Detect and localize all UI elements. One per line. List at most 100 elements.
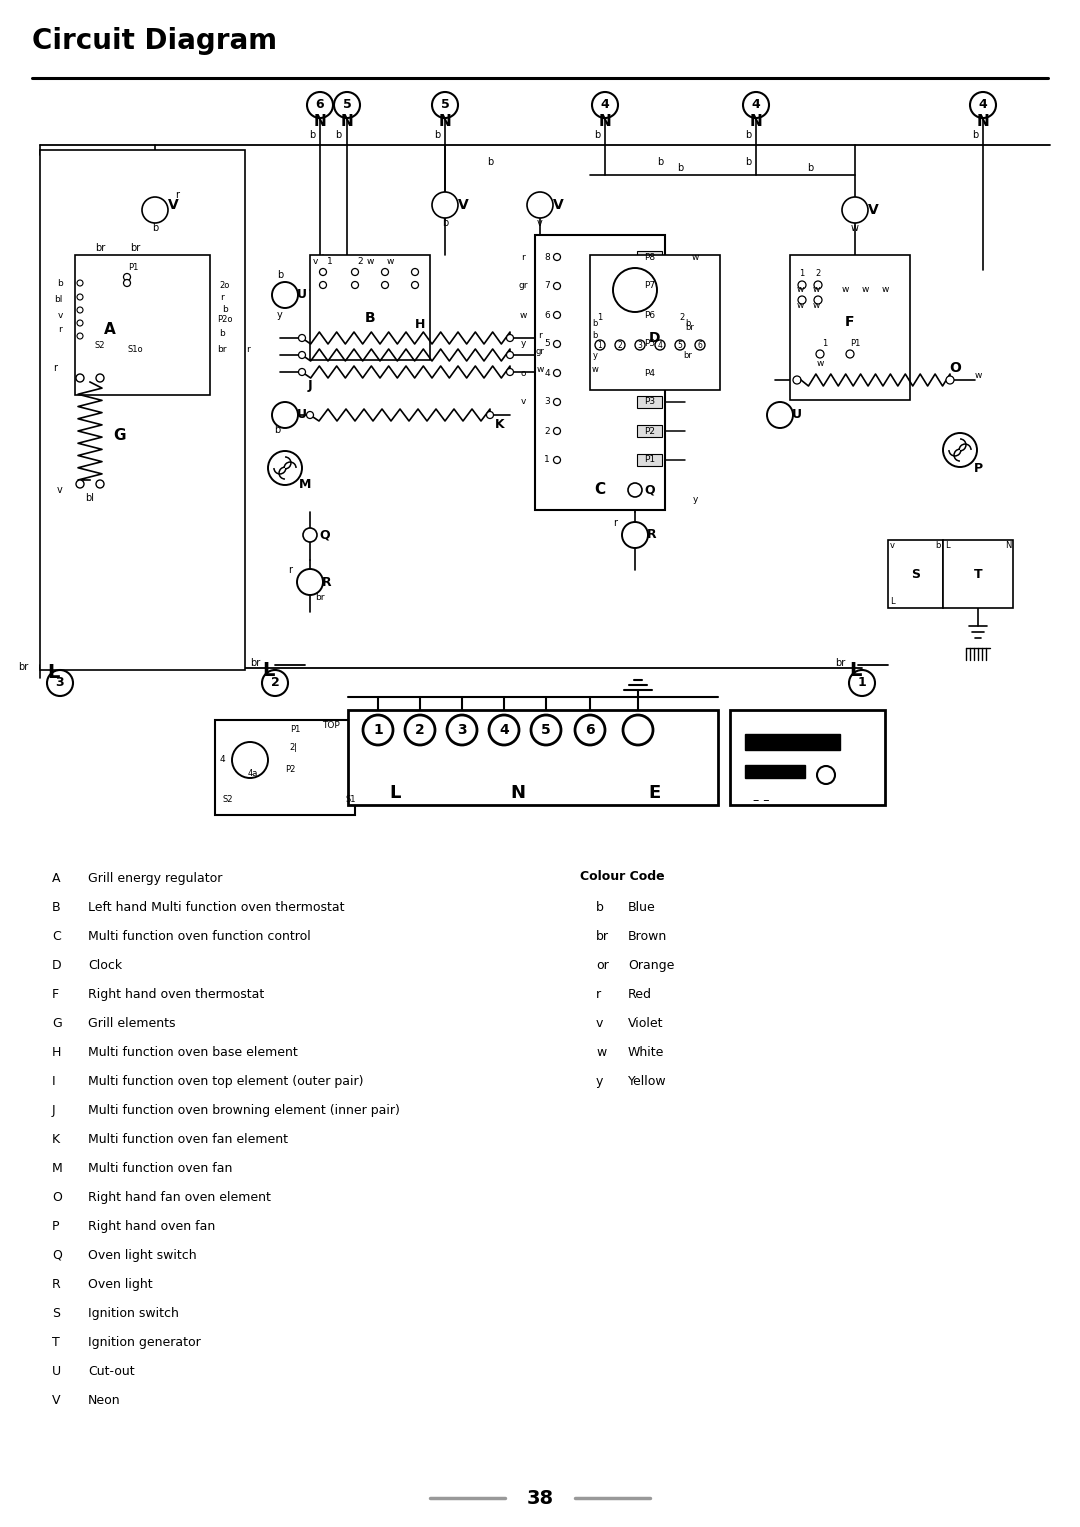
Text: N: N [976, 115, 989, 130]
Text: b: b [442, 218, 448, 228]
Text: v: v [890, 541, 895, 550]
Text: 4: 4 [752, 99, 760, 111]
Bar [745, 765, 805, 777]
Text: Q: Q [645, 484, 656, 496]
Text: A: A [104, 322, 116, 337]
Circle shape [447, 715, 477, 745]
Text: b: b [745, 130, 751, 140]
Text: P3: P3 [645, 397, 656, 406]
Text: Multi function oven fan: Multi function oven fan [87, 1162, 232, 1174]
Circle shape [77, 279, 83, 286]
Circle shape [489, 715, 519, 745]
Circle shape [846, 350, 854, 357]
Text: A: A [52, 872, 60, 886]
Text: Brown: Brown [627, 930, 667, 944]
Circle shape [623, 715, 653, 745]
Text: w: w [816, 359, 824, 368]
Bar [215, 721, 355, 815]
Text: T: T [974, 568, 983, 580]
Text: 4: 4 [978, 99, 987, 111]
Text: P7: P7 [645, 281, 656, 290]
Text: b: b [677, 163, 684, 173]
Text: Ignition switch: Ignition switch [87, 1307, 179, 1319]
Circle shape [297, 570, 323, 596]
Circle shape [595, 341, 605, 350]
Circle shape [793, 376, 801, 383]
Circle shape [743, 92, 769, 118]
Text: P8: P8 [645, 252, 656, 261]
Text: 4: 4 [600, 99, 609, 111]
Circle shape [575, 715, 605, 745]
Text: 2: 2 [679, 313, 685, 322]
Text: T: T [52, 1336, 59, 1348]
Text: r: r [538, 330, 542, 339]
Text: 4: 4 [219, 756, 225, 765]
Text: 6: 6 [315, 99, 324, 111]
Text: 3: 3 [637, 341, 643, 350]
Bar [348, 710, 718, 805]
Text: 2: 2 [415, 722, 424, 738]
Text: 2o: 2o [220, 281, 230, 290]
Text: br: br [17, 663, 28, 672]
Text: w: w [537, 365, 543, 374]
Circle shape [363, 715, 393, 745]
Text: E: E [648, 783, 660, 802]
Text: 2: 2 [815, 269, 821, 278]
Text: b: b [972, 130, 978, 140]
Text: y: y [593, 351, 597, 359]
Bar [637, 308, 662, 321]
Text: B: B [365, 310, 376, 325]
Circle shape [411, 281, 419, 289]
Bar [943, 541, 1013, 608]
Text: br: br [130, 243, 140, 253]
Circle shape [615, 341, 625, 350]
Text: L: L [46, 663, 59, 681]
Text: S2: S2 [95, 341, 105, 350]
Circle shape [554, 428, 561, 435]
Text: w: w [841, 286, 849, 295]
Text: C: C [594, 483, 606, 498]
Text: N: N [1004, 541, 1011, 550]
Circle shape [970, 92, 996, 118]
Text: M: M [52, 1162, 63, 1174]
Circle shape [507, 351, 513, 359]
Text: Cut-out: Cut-out [87, 1365, 135, 1377]
Text: P2: P2 [645, 426, 656, 435]
Text: R: R [322, 576, 332, 588]
Text: b: b [434, 130, 441, 140]
Text: H: H [52, 1046, 62, 1060]
Bar [40, 150, 245, 670]
Text: P1: P1 [289, 725, 300, 734]
Text: v: v [57, 310, 63, 319]
Bar [535, 235, 665, 510]
Circle shape [654, 341, 665, 350]
Text: 1: 1 [799, 269, 805, 278]
Text: P2: P2 [285, 765, 295, 774]
Circle shape [96, 479, 104, 489]
Text: b: b [335, 130, 341, 140]
Circle shape [307, 92, 333, 118]
Circle shape [554, 253, 561, 261]
Text: gr: gr [518, 281, 528, 290]
Text: 4a: 4a [247, 768, 258, 777]
Text: Right hand oven thermostat: Right hand oven thermostat [87, 988, 265, 1002]
Text: V: V [553, 199, 564, 212]
Circle shape [48, 670, 73, 696]
Text: w: w [881, 286, 889, 295]
Text: Clock: Clock [87, 959, 122, 973]
Text: P5: P5 [645, 339, 656, 348]
Text: White: White [627, 1046, 664, 1060]
Text: 1: 1 [544, 455, 550, 464]
Circle shape [622, 522, 648, 548]
Text: Oven light: Oven light [87, 1278, 152, 1290]
Text: U: U [792, 409, 802, 421]
Circle shape [675, 341, 685, 350]
Text: 3: 3 [56, 676, 65, 690]
Text: 1: 1 [597, 341, 603, 350]
Text: 3: 3 [457, 722, 467, 738]
Circle shape [272, 402, 298, 428]
Text: 2: 2 [271, 676, 280, 690]
Text: y: y [692, 495, 698, 504]
Text: v: v [521, 397, 526, 406]
Text: Right hand fan oven element: Right hand fan oven element [87, 1191, 271, 1203]
